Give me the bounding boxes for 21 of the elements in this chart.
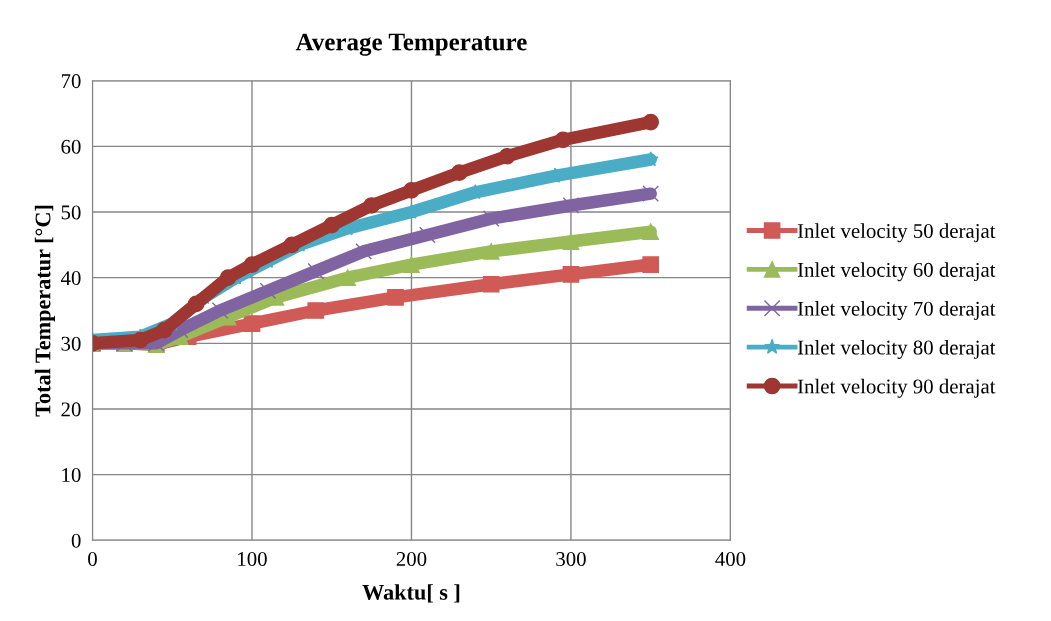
x-tick-label: 200: [396, 551, 427, 567]
x-tick-label: 300: [556, 551, 586, 567]
y-tick-label: 20: [61, 402, 81, 417]
x-tick-label: 100: [238, 551, 267, 567]
y-tick-label: 70: [61, 74, 81, 89]
x-tick-label: 400: [715, 551, 746, 567]
x-axis-title: Waktu[ s ]: [362, 584, 460, 603]
y-axis-title: Total Temperatur [°C]: [34, 205, 55, 417]
y-tick-label: 60: [61, 139, 81, 154]
y-tick-label: 30: [61, 336, 81, 351]
legend-label: Inlet velocity 90 derajat: [797, 378, 996, 398]
legend-label: Inlet velocity 70 derajat: [797, 301, 996, 321]
x-tick-label: 0: [88, 551, 97, 567]
y-tick-label: 0: [71, 533, 81, 548]
y-tick-label: 10: [62, 468, 81, 483]
y-tick-label: 50: [61, 205, 81, 220]
legend-label: Inlet velocity 60 derajat: [797, 262, 996, 282]
legend-label: Inlet velocity 50 derajat: [797, 223, 996, 243]
chart-title: Average Temperature: [295, 33, 527, 56]
legend-label: Inlet velocity 80 derajat: [797, 339, 996, 359]
y-tick-label: 40: [60, 271, 81, 286]
